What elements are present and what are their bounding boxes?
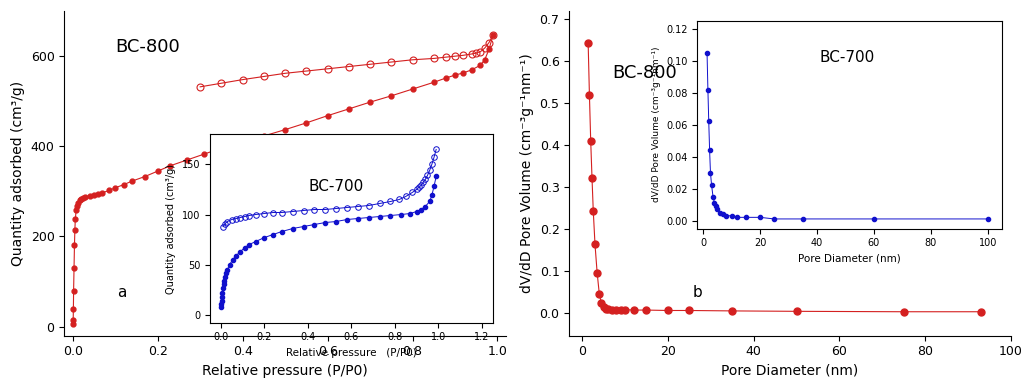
X-axis label: Pore Diameter (nm): Pore Diameter (nm) bbox=[722, 364, 858, 378]
Y-axis label: dV/dD Pore Volume (cm⁻³g⁻¹nm⁻¹): dV/dD Pore Volume (cm⁻³g⁻¹nm⁻¹) bbox=[520, 53, 534, 293]
Text: a: a bbox=[117, 285, 126, 300]
X-axis label: Relative pressure (P/P0): Relative pressure (P/P0) bbox=[203, 364, 368, 378]
Y-axis label: Quantity adsorbed (cm³/g): Quantity adsorbed (cm³/g) bbox=[11, 81, 25, 266]
Text: BC-800: BC-800 bbox=[612, 64, 677, 82]
Text: BC-800: BC-800 bbox=[115, 38, 180, 56]
Text: b: b bbox=[693, 285, 703, 300]
